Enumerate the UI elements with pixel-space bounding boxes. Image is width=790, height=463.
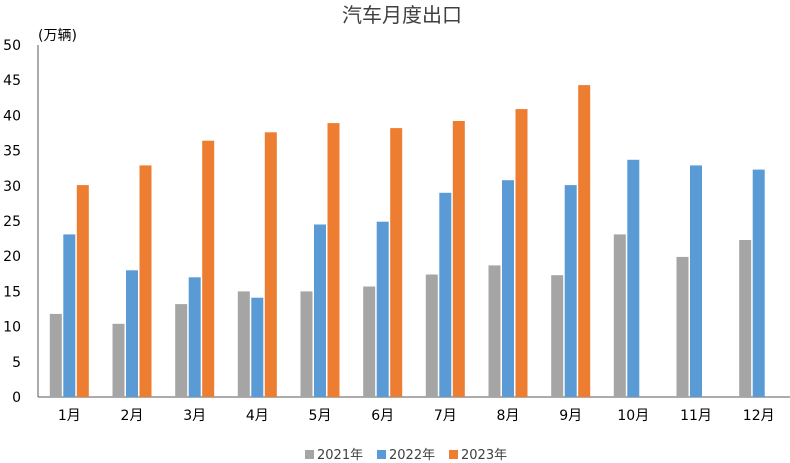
x-tick-label: 9月 (559, 408, 582, 424)
bar-2021年-12月 (739, 240, 752, 397)
legend-swatch-2021年 (305, 450, 314, 459)
bar-2022年-10月 (627, 159, 640, 397)
y-tick-label: 5 (12, 355, 21, 371)
x-tick-label: 8月 (497, 408, 520, 424)
legend-swatch-2023年 (449, 450, 458, 459)
bar-2023年-7月 (452, 121, 465, 397)
x-tick-label: 3月 (183, 408, 206, 424)
bar-2022年-4月 (251, 297, 264, 397)
x-axis-ticks: 1月 2月 3月 4月 5月 6月 7月 8月 9月 10月 11月 12月 (58, 408, 775, 424)
legend-label: 2022年 (389, 448, 435, 463)
bar-2023年-3月 (202, 140, 215, 397)
bar-2022年-12月 (752, 169, 765, 397)
y-tick-label: 25 (3, 214, 21, 230)
bar-2023年-6月 (390, 128, 403, 397)
y-tick-label: 20 (3, 249, 21, 265)
x-tick-label: 5月 (309, 408, 332, 424)
bar-2022年-3月 (188, 277, 201, 397)
bar-2022年-2月 (126, 270, 138, 397)
y-tick-label: 0 (12, 390, 21, 406)
x-tick-label: 10月 (617, 408, 649, 424)
x-tick-label: 2月 (121, 408, 144, 424)
bar-2023年-2月 (139, 165, 152, 397)
bar-2021年-6月 (363, 286, 376, 397)
bar-2021年-8月 (488, 265, 501, 397)
bar-2023年-5月 (327, 123, 340, 397)
y-tick-label: 10 (3, 320, 21, 336)
bar-2021年-2月 (112, 323, 125, 397)
bar-2021年-10月 (613, 234, 626, 397)
y-axis-ticks: 0 5 10 15 20 25 30 35 40 45 50 (3, 38, 21, 406)
bars (49, 85, 765, 398)
bar-2023年-9月 (578, 85, 591, 397)
legend-label: 2021年 (317, 448, 363, 463)
y-tick-label: 35 (3, 144, 21, 160)
bar-2021年-5月 (300, 291, 313, 397)
x-tick-label: 4月 (246, 408, 269, 424)
bar-2021年-3月 (175, 304, 188, 397)
bar-2021年-9月 (551, 275, 564, 397)
bar-2023年-1月 (76, 185, 89, 397)
x-tick-label: 6月 (371, 408, 394, 424)
bar-2021年-7月 (425, 274, 438, 397)
legend-swatch-2022年 (377, 450, 386, 459)
legend: 2021年 2022年 2023年 (305, 448, 507, 463)
bar-2022年-9月 (564, 185, 577, 397)
bar-2022年-5月 (314, 224, 326, 397)
x-tick-label: 1月 (58, 408, 81, 424)
chart-title: 汽车月度出口 (342, 3, 462, 27)
bar-2023年-8月 (515, 109, 528, 397)
bar-2022年-7月 (439, 192, 452, 397)
bar-2022年-11月 (690, 165, 702, 397)
y-tick-label: 30 (3, 179, 21, 195)
y-tick-label: 50 (3, 38, 21, 54)
bar-2021年-4月 (237, 291, 250, 397)
x-tick-label: 7月 (434, 408, 457, 424)
bar-2023年-4月 (264, 132, 277, 398)
y-tick-label: 45 (3, 73, 21, 89)
bar-2022年-6月 (376, 221, 389, 397)
bar-2022年-1月 (63, 234, 76, 397)
x-tick-label: 11月 (680, 408, 712, 424)
legend-label: 2023年 (461, 448, 507, 463)
y-tick-label: 15 (3, 284, 21, 300)
x-tick-label: 12月 (743, 408, 775, 424)
bar-2021年-1月 (49, 313, 62, 397)
bar-2021年-11月 (676, 256, 689, 397)
y-axis-unit: (万辆) (38, 28, 77, 44)
bar-2022年-8月 (502, 180, 514, 397)
y-tick-label: 40 (3, 108, 21, 124)
